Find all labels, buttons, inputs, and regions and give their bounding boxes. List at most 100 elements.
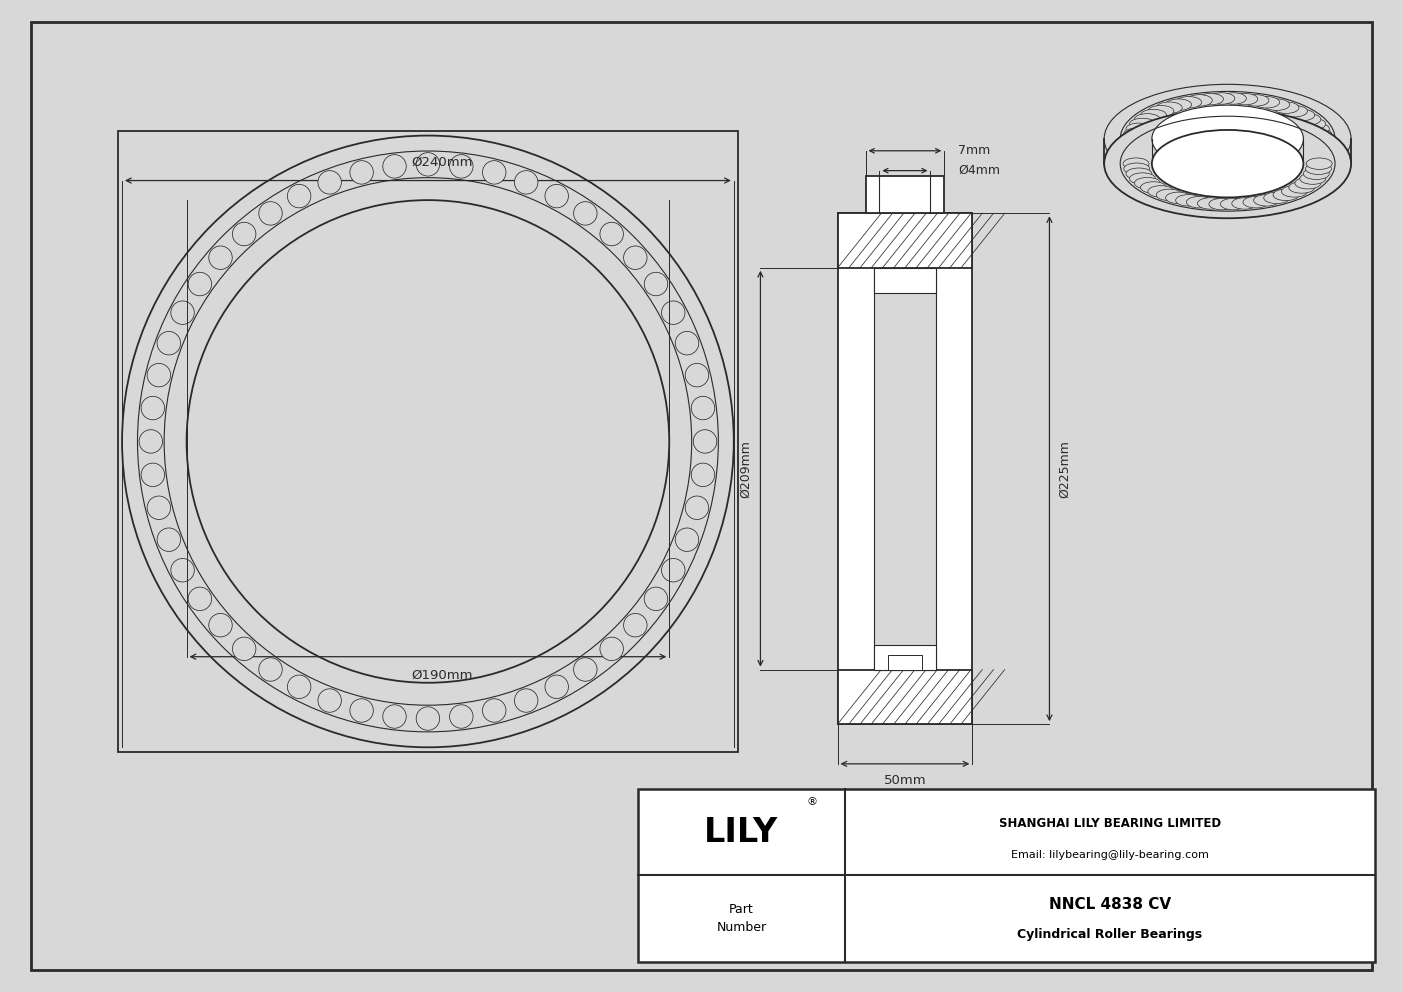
Circle shape bbox=[449, 704, 473, 728]
Ellipse shape bbox=[1303, 168, 1329, 180]
Ellipse shape bbox=[1264, 192, 1289, 203]
Circle shape bbox=[692, 397, 714, 420]
Text: SHANGHAI LILY BEARING LIMITED: SHANGHAI LILY BEARING LIMITED bbox=[999, 816, 1221, 830]
Circle shape bbox=[662, 301, 685, 324]
Circle shape bbox=[692, 463, 714, 486]
Circle shape bbox=[515, 688, 537, 712]
Ellipse shape bbox=[1306, 163, 1331, 175]
Circle shape bbox=[209, 246, 233, 270]
Ellipse shape bbox=[1127, 123, 1152, 135]
Circle shape bbox=[142, 463, 164, 486]
Ellipse shape bbox=[1187, 196, 1212, 208]
Ellipse shape bbox=[1148, 186, 1174, 197]
Ellipse shape bbox=[1232, 197, 1257, 209]
Circle shape bbox=[600, 637, 623, 661]
Circle shape bbox=[383, 704, 407, 728]
Circle shape bbox=[574, 658, 598, 682]
Ellipse shape bbox=[1289, 182, 1315, 193]
Text: Ø190mm: Ø190mm bbox=[411, 669, 473, 682]
Circle shape bbox=[157, 528, 181, 552]
Circle shape bbox=[644, 273, 668, 296]
Ellipse shape bbox=[1306, 128, 1331, 140]
Bar bbox=[888, 655, 922, 670]
Circle shape bbox=[417, 707, 439, 730]
Ellipse shape bbox=[1254, 194, 1280, 206]
Circle shape bbox=[288, 185, 311, 207]
Ellipse shape bbox=[1148, 105, 1174, 117]
Ellipse shape bbox=[1295, 114, 1320, 125]
Ellipse shape bbox=[1254, 96, 1280, 108]
Bar bbox=[874, 645, 936, 670]
Ellipse shape bbox=[1104, 109, 1351, 218]
Ellipse shape bbox=[1135, 114, 1160, 125]
Circle shape bbox=[644, 587, 668, 610]
Bar bbox=[838, 213, 972, 268]
Ellipse shape bbox=[1152, 105, 1303, 173]
Circle shape bbox=[349, 161, 373, 185]
Ellipse shape bbox=[1141, 109, 1166, 121]
Circle shape bbox=[675, 331, 699, 355]
Ellipse shape bbox=[1303, 123, 1329, 135]
Ellipse shape bbox=[1209, 198, 1235, 210]
Circle shape bbox=[147, 496, 171, 520]
Circle shape bbox=[209, 613, 233, 637]
Ellipse shape bbox=[1243, 196, 1268, 208]
Circle shape bbox=[623, 246, 647, 270]
Text: Part
Number: Part Number bbox=[717, 904, 766, 934]
Ellipse shape bbox=[1198, 197, 1223, 209]
Circle shape bbox=[349, 698, 373, 722]
Ellipse shape bbox=[1187, 94, 1212, 106]
Circle shape bbox=[515, 171, 537, 194]
Circle shape bbox=[662, 558, 685, 582]
Ellipse shape bbox=[1221, 92, 1246, 104]
Text: Ø4mm: Ø4mm bbox=[958, 164, 1000, 178]
Bar bbox=[874, 268, 936, 293]
Bar bbox=[638, 789, 1375, 962]
Text: Ø209mm: Ø209mm bbox=[739, 439, 752, 498]
Circle shape bbox=[544, 185, 568, 207]
Ellipse shape bbox=[1264, 99, 1289, 110]
Ellipse shape bbox=[1129, 118, 1156, 130]
Circle shape bbox=[171, 301, 194, 324]
Ellipse shape bbox=[1273, 102, 1299, 113]
Ellipse shape bbox=[1135, 178, 1160, 188]
Circle shape bbox=[258, 201, 282, 225]
Text: 50mm: 50mm bbox=[884, 774, 926, 787]
Circle shape bbox=[600, 222, 623, 246]
Ellipse shape bbox=[1127, 168, 1152, 180]
Ellipse shape bbox=[1122, 158, 1149, 170]
Circle shape bbox=[693, 430, 717, 453]
Ellipse shape bbox=[1141, 182, 1166, 193]
Ellipse shape bbox=[1232, 93, 1257, 105]
Circle shape bbox=[483, 161, 506, 185]
Circle shape bbox=[417, 153, 439, 176]
Circle shape bbox=[171, 558, 194, 582]
Circle shape bbox=[288, 676, 311, 698]
Ellipse shape bbox=[1124, 128, 1149, 140]
Circle shape bbox=[685, 496, 709, 520]
Ellipse shape bbox=[1306, 133, 1333, 145]
Ellipse shape bbox=[1129, 173, 1156, 185]
Bar bbox=[118, 131, 738, 752]
Bar bbox=[838, 213, 972, 724]
Circle shape bbox=[142, 397, 164, 420]
Ellipse shape bbox=[1221, 198, 1246, 210]
Ellipse shape bbox=[1124, 163, 1149, 175]
Ellipse shape bbox=[1281, 186, 1308, 197]
Text: Email: lilybearing@lily-bearing.com: Email: lilybearing@lily-bearing.com bbox=[1010, 849, 1209, 860]
Bar bbox=[874, 268, 936, 670]
Ellipse shape bbox=[1209, 92, 1235, 104]
Circle shape bbox=[318, 688, 341, 712]
Ellipse shape bbox=[1299, 118, 1326, 130]
Ellipse shape bbox=[1152, 130, 1303, 197]
Circle shape bbox=[544, 676, 568, 698]
Circle shape bbox=[574, 201, 598, 225]
Circle shape bbox=[675, 528, 699, 552]
Ellipse shape bbox=[1198, 93, 1223, 105]
Circle shape bbox=[383, 155, 407, 179]
Ellipse shape bbox=[1281, 105, 1308, 117]
Ellipse shape bbox=[1295, 178, 1320, 188]
Circle shape bbox=[188, 273, 212, 296]
Ellipse shape bbox=[1166, 192, 1191, 203]
Circle shape bbox=[233, 222, 255, 246]
